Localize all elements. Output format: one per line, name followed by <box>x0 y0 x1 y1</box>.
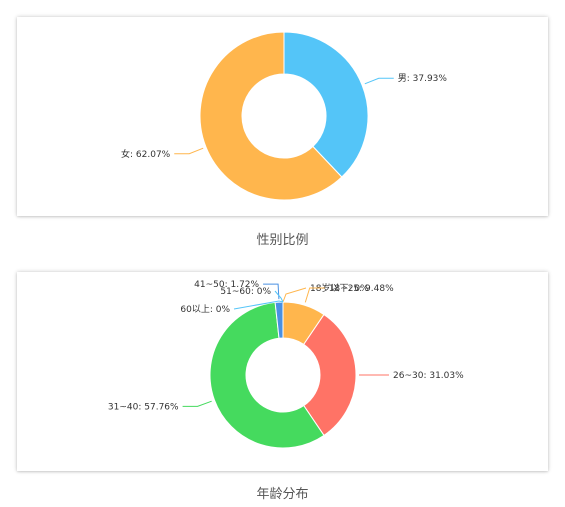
data-label-31-40-2: 31~40: 57.76% <box>108 402 179 412</box>
label-line-31-40-2 <box>182 400 212 407</box>
gender-donut-chart: 男: 37.93% 女: 62.07% <box>121 31 448 201</box>
age-chart-card: 18岁以下: 0% 18~25: 9.48% 26~30: 31.03% 31~40:… <box>17 272 548 471</box>
label-line-x-1 <box>364 77 394 85</box>
age-donut-chart: 18岁以下: 0%18~25: 9.48% 26~30: 31.03% 31~40:… <box>108 280 464 449</box>
label-line-60-2 <box>233 300 284 310</box>
data-label-x-1: 女: 62.07% <box>121 148 171 160</box>
data-label-18-2: 18岁以下: 0% <box>310 282 369 294</box>
data-label-26-30-2: 26~30: 31.03% <box>393 371 464 381</box>
label-line-18-25-2 <box>304 287 325 303</box>
gender-chart-card: 男: 37.93% 女: 62.07% <box>17 17 548 216</box>
slice-31-40-2[interactable] <box>209 301 325 449</box>
age-chart-title: 年龄分布 <box>256 487 309 502</box>
label-line-51-60-2 <box>274 290 284 303</box>
slice-x-1[interactable] <box>283 31 369 178</box>
data-label-60-2: 60以上: 0% <box>180 304 230 315</box>
data-label-41-50-2: 41~50: 1.72% <box>194 280 259 290</box>
label-line-x-1 <box>174 147 204 155</box>
slice-41-50-2[interactable] <box>274 301 284 339</box>
slice-26-30-2[interactable] <box>303 313 357 437</box>
data-label-x-1: 男: 37.93% <box>398 73 448 84</box>
label-line-18-2 <box>282 287 307 303</box>
gender-chart-title: 性别比例 <box>256 233 309 248</box>
label-line-41-50-2 <box>263 283 280 300</box>
data-label-18-25-2: 18~25: 9.48% <box>329 284 394 294</box>
slice-x-1[interactable] <box>199 31 343 201</box>
data-label-51-60-2: 51~60: 0% <box>220 287 271 297</box>
